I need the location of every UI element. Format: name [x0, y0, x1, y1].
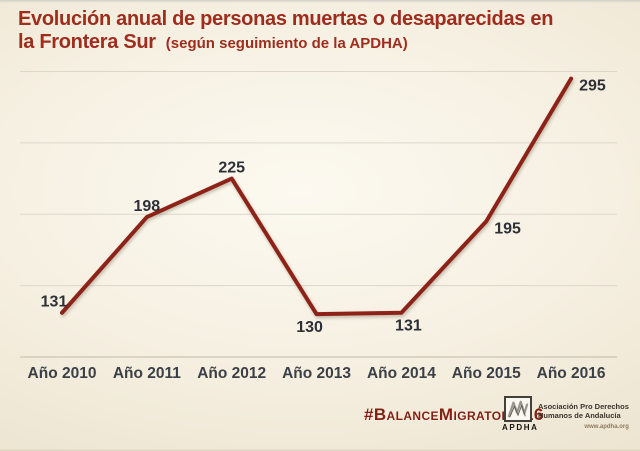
apdha-name-line2: Humanos de Andalucía	[538, 410, 621, 420]
data-point-label: 225	[218, 160, 245, 177]
x-tick-label: Año 2015	[452, 365, 521, 382]
data-point-label: 295	[579, 78, 606, 95]
apdha-website: www.apdha.org	[584, 424, 629, 430]
data-series-line	[60, 76, 574, 317]
x-tick-label: Año 2014	[367, 365, 436, 382]
apdha-logo: APDHA Asociación Pro Derechos Humanos de…	[502, 396, 629, 432]
x-tick-label: Año 2016	[537, 365, 606, 382]
apdha-text-column: Asociación Pro Derechos Humanos de Andal…	[538, 396, 629, 432]
apdha-acronym: APDHA	[502, 423, 539, 432]
data-point-label: 198	[133, 198, 160, 215]
chart-title-block: Evolución anual de personas muertas o de…	[18, 8, 630, 55]
hashtag-label: #BalanceMigratorio16	[364, 405, 544, 424]
data-point-label: 130	[296, 319, 323, 336]
top-edge-shading	[0, 0, 640, 3]
data-point-label: 195	[494, 220, 521, 237]
hand-sketch-icon	[507, 400, 529, 418]
x-tick-label: Año 2011	[113, 365, 181, 382]
apdha-name-line1: Asociación Pro Derechos	[538, 402, 629, 411]
title-subtitle: (según seguimiento de la APDHA)	[165, 35, 408, 52]
x-tick-label: Año 2013	[282, 365, 351, 382]
title-line2: la Frontera Sur (según seguimiento de la …	[18, 31, 630, 55]
x-tick-label: Año 2012	[197, 365, 266, 382]
apdha-logo-mark-column: APDHA	[502, 396, 539, 432]
data-point-label: 131	[41, 294, 68, 311]
apdha-logo-mark	[504, 396, 532, 422]
x-tick-label: Año 2010	[28, 365, 97, 382]
data-point-label: 131	[395, 318, 422, 335]
bottom-edge-shading	[0, 449, 640, 451]
title-line1: Evolución anual de personas muertas o de…	[18, 8, 554, 30]
title-line2-main: la Frontera Sur	[18, 31, 156, 53]
